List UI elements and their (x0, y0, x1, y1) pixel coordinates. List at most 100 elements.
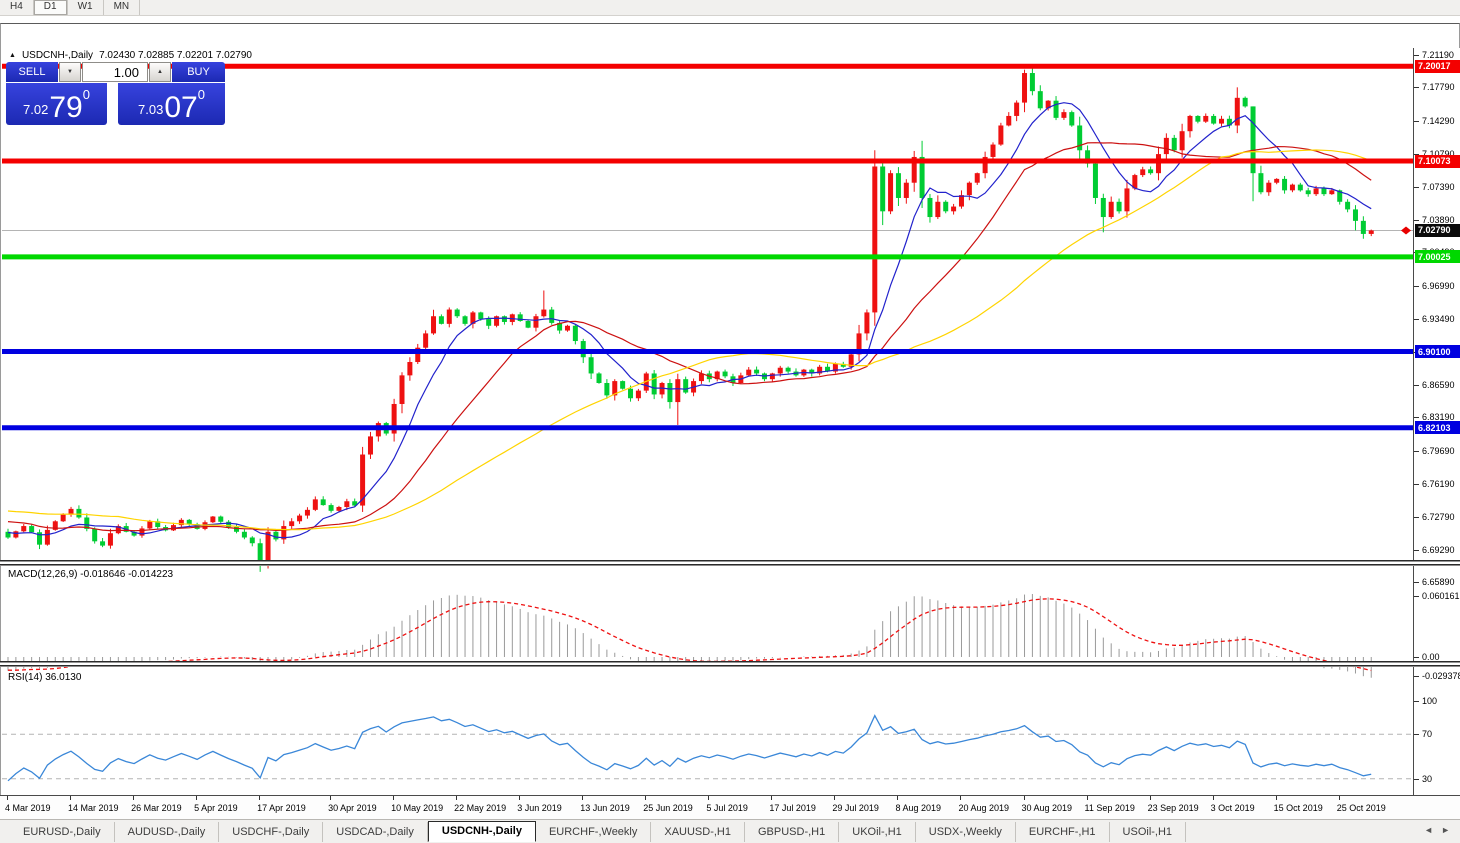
price-axis-tick (1414, 516, 1419, 518)
time-axis-tick (1338, 796, 1340, 800)
rsi-layer (2, 714, 1413, 782)
chart-tab-usdcad-daily[interactable]: USDCAD-,Daily (323, 821, 428, 842)
tab-scroll-left-icon[interactable]: ◄ (1424, 825, 1434, 835)
time-axis-tick (897, 796, 899, 800)
sell-price-button[interactable]: 7.02 79 0 (6, 83, 107, 125)
chart-tab-xauusd-h1[interactable]: XAUUSD-,H1 (651, 821, 745, 842)
ma-20-line (7, 142, 1372, 532)
time-axis-label: 17 Apr 2019 (257, 803, 306, 813)
macd-indicator-label: MACD(12,26,9) -0.018646 -0.014223 (8, 569, 174, 580)
buy-price-button[interactable]: 7.03 07 0 (118, 83, 225, 125)
buy-button[interactable]: BUY (172, 62, 225, 82)
price-axis[interactable]: 7.21190 7.17790 7.14290 7.10790 7.07390 7.038… (1413, 48, 1460, 818)
time-axis-label: 15 Oct 2019 (1273, 803, 1323, 813)
time-axis-tick (393, 796, 395, 800)
price-tag-6.82103: 6.82103 (1415, 421, 1460, 435)
price-axis-label: 7.03890 (1422, 215, 1455, 225)
tab-scroll-arrows: ◄ ► (1424, 825, 1450, 835)
time-axis[interactable]: 4 Mar 2019 14 Mar 2019 26 Mar 2019 5 Apr 20… (0, 795, 1460, 819)
time-axis-tick (70, 796, 72, 800)
time-axis-label: 8 Aug 2019 (895, 803, 941, 813)
time-axis-tick (7, 796, 8, 800)
timeframe-h4-button[interactable]: H4 (0, 0, 34, 15)
rsi-line (7, 714, 1372, 782)
price-axis-label: 7.07390 (1422, 181, 1455, 192)
rsi-indicator-label: RSI(14) 36.0130 (8, 672, 82, 683)
time-axis-label: 23 Sep 2019 (1147, 803, 1199, 813)
volume-input[interactable] (82, 62, 148, 82)
time-axis-label: 30 Apr 2019 (328, 803, 377, 813)
ohlc-values: 7.02430 7.02885 7.02201 7.02790 (99, 50, 252, 61)
pane-splitter-rsi[interactable] (0, 661, 1460, 667)
chart-tab-eurchf-h1[interactable]: EURCHF-,H1 (1016, 821, 1110, 842)
volume-increase-button[interactable]: ▲ (149, 62, 171, 82)
tab-scroll-right-icon[interactable]: ► (1441, 825, 1450, 835)
price-axis-label: 6.79690 (1422, 445, 1455, 456)
price-tag-7.10073: 7.10073 (1415, 154, 1460, 168)
sell-price-sup: 0 (82, 87, 90, 102)
timeframe-toolbar: H4 D1 W1 MN (0, 0, 1460, 16)
chart-tab-usdchf-daily[interactable]: USDCHF-,Daily (219, 821, 324, 842)
time-axis-tick (960, 796, 962, 800)
sell-button[interactable]: SELL (6, 62, 58, 82)
price-axis-label: 0.060161 (1422, 591, 1460, 601)
time-axis-tick (196, 796, 198, 800)
price-tag-7.20017: 7.20017 (1415, 59, 1460, 73)
time-axis-label: 13 Jun 2019 (580, 803, 630, 813)
price-axis-label: 7.17790 (1422, 82, 1455, 93)
price-axis-tick (1414, 701, 1419, 702)
time-axis-label: 14 Mar 2019 (68, 803, 119, 813)
time-axis-tick (259, 796, 261, 800)
timeframe-d1-button[interactable]: D1 (33, 0, 68, 15)
price-axis-tick (1414, 186, 1419, 188)
timeframe-w1-button[interactable]: W1 (68, 0, 104, 15)
time-axis-tick (456, 796, 458, 800)
price-axis-label: 7.10790 (1422, 149, 1455, 159)
price-axis-tick (1414, 657, 1419, 658)
time-axis-label: 5 Jul 2019 (706, 803, 748, 813)
time-axis-label: 17 Jul 2019 (769, 803, 816, 813)
time-axis-label: 25 Oct 2019 (1336, 803, 1386, 813)
price-axis-tick (1414, 676, 1419, 677)
chart-tab-eurusd-daily[interactable]: EURUSD-,Daily (10, 821, 115, 842)
time-axis-label: 26 Mar 2019 (131, 803, 182, 813)
chart-tab-eurchf-weekly[interactable]: EURCHF-,Weekly (536, 821, 652, 842)
time-axis-label: 3 Oct 2019 (1210, 803, 1255, 813)
time-axis-tick (645, 796, 647, 800)
time-axis-tick (1023, 796, 1025, 800)
buy-price-prefix: 7.03 (138, 102, 164, 117)
price-axis-label: 6.65890 (1422, 577, 1455, 588)
price-axis-tick (1414, 319, 1419, 321)
chart-tab-usoil-h1[interactable]: USOil-,H1 (1110, 821, 1187, 842)
chart-canvas[interactable] (2, 48, 1413, 818)
time-axis-label: 4 Mar 2019 (5, 803, 51, 813)
sell-price-big: 79 (49, 90, 83, 124)
price-axis-tick (1414, 550, 1419, 551)
chart-tab-usdx-weekly[interactable]: USDX-,Weekly (916, 821, 1016, 842)
price-axis-label: 7.14290 (1422, 115, 1455, 126)
chart-tab-ukoil-h1[interactable]: UKOil-,H1 (839, 821, 916, 842)
time-axis-label: 5 Apr 2019 (194, 803, 238, 813)
price-axis-tick (1414, 120, 1419, 122)
price-axis-label: 7.21190 (1422, 50, 1454, 60)
time-axis-tick (1149, 796, 1151, 800)
price-axis-label: -0.029378 (1422, 671, 1460, 681)
collapse-chart-icon[interactable]: ▲ (9, 52, 16, 59)
price-axis-label: 6.72790 (1422, 511, 1455, 522)
chart-tab-usdcnh-daily[interactable]: USDCNH-,Daily (427, 821, 536, 842)
chart-tab-gbpusd-h1[interactable]: GBPUSD-,H1 (745, 821, 840, 842)
chart-symbol-title: ▲ USDCNH-,Daily 7.02430 7.02885 7.02201 … (9, 50, 252, 61)
pane-splitter-macd[interactable] (0, 560, 1460, 566)
sell-price-prefix: 7.02 (23, 102, 49, 117)
time-axis-tick (133, 796, 135, 800)
timeframe-mn-button[interactable]: MN (104, 0, 141, 15)
time-axis-tick (834, 796, 836, 800)
ma-45-line (7, 149, 1372, 531)
horizontal-lines-layer (2, 63, 1413, 431)
chart-tab-audusd-daily[interactable]: AUDUSD-,Daily (115, 821, 220, 842)
price-tag-7.02790: 7.02790 (1415, 223, 1460, 237)
volume-field-wrap (82, 62, 148, 82)
volume-decrease-button[interactable]: ▼ (59, 62, 81, 82)
ma-8-line (7, 102, 1372, 539)
